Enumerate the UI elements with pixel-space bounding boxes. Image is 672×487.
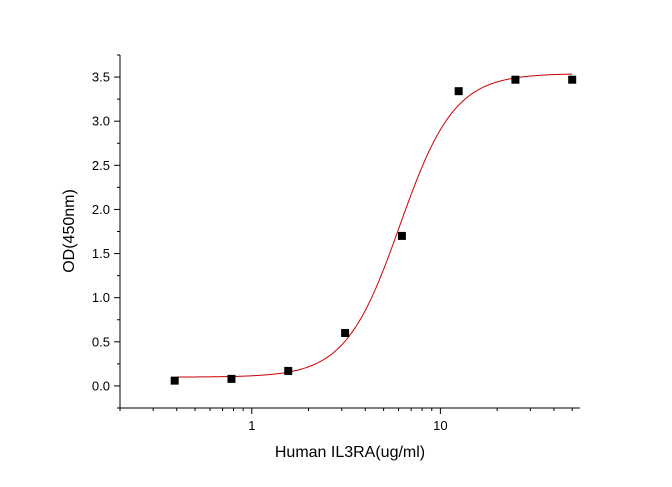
x-tick-label: 1 xyxy=(248,418,255,433)
data-point xyxy=(454,87,463,96)
y-axis-title: OD(450nm) xyxy=(61,189,78,273)
data-point xyxy=(227,374,236,383)
y-tick-label: 3.0 xyxy=(92,114,110,129)
plot-frame xyxy=(119,55,580,409)
data-point xyxy=(284,366,293,375)
y-tick-label: 1.0 xyxy=(92,290,110,305)
data-point xyxy=(511,75,520,84)
y-ticks: 0.0 0.5 1.0 1.5 2.0 2.5 3.0 3.5 xyxy=(92,54,120,409)
fit-curve xyxy=(176,73,573,378)
data-point xyxy=(341,328,350,337)
data-point xyxy=(568,75,577,84)
x-tick-label: 10 xyxy=(433,418,447,433)
y-tick-label: 2.0 xyxy=(92,202,110,217)
y-tick-label: 0.5 xyxy=(92,334,110,349)
data-point xyxy=(397,231,406,240)
x-axis-title: Human IL3RA(ug/ml) xyxy=(275,444,425,461)
y-tick-label: 2.5 xyxy=(92,158,110,173)
x-ticks: 1 10 xyxy=(119,408,573,433)
y-tick-label: 0.0 xyxy=(92,378,110,393)
data-points xyxy=(170,75,577,385)
y-tick-label: 1.5 xyxy=(92,246,110,261)
y-tick-label: 3.5 xyxy=(92,70,110,85)
data-point xyxy=(170,376,179,385)
